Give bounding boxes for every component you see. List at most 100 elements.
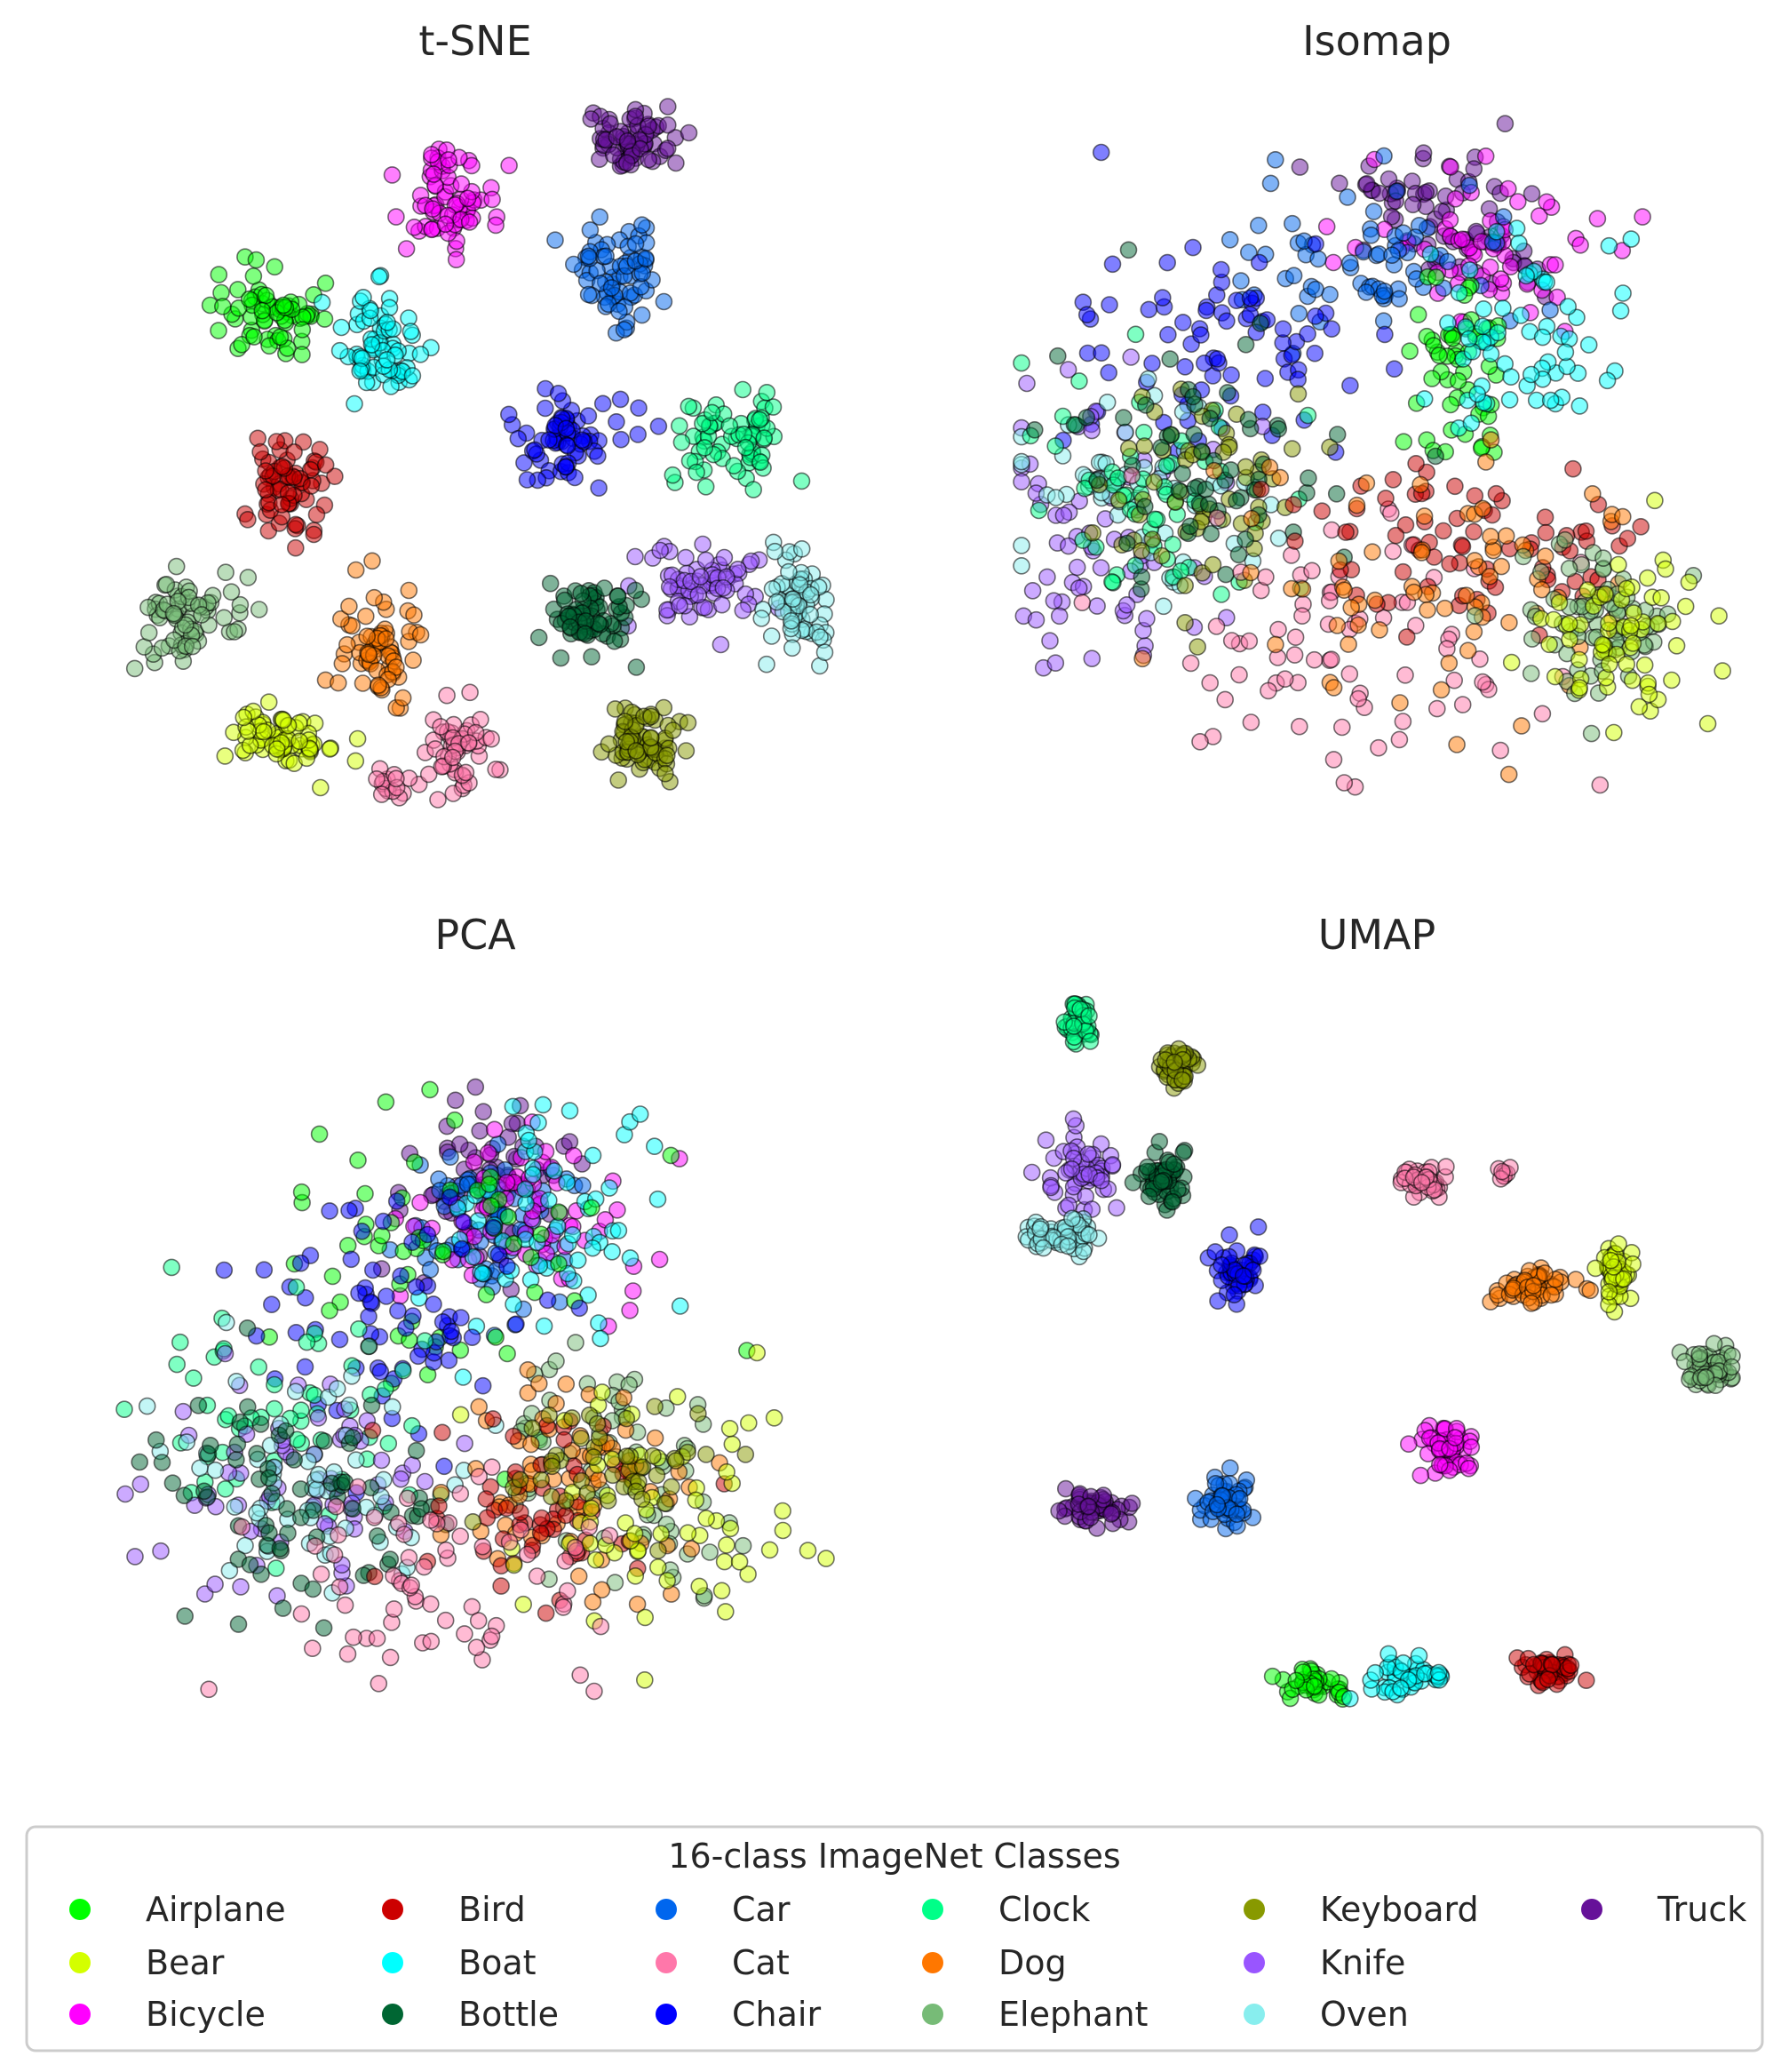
point-dog [394,689,412,707]
point-keyboard [664,721,682,739]
point-bicycle [458,189,477,208]
point-oven [1013,556,1030,575]
point-bottle [238,1319,257,1337]
point-airplane [550,1255,568,1273]
point-knife [734,602,752,619]
point-cat [1073,594,1092,612]
point-knife [456,1434,473,1453]
point-oven [1046,489,1065,506]
point-dog [519,1361,537,1379]
point-bottle [1252,315,1269,332]
point-car [1362,226,1380,244]
point-dog [358,627,377,646]
point-knife [1138,610,1156,628]
point-chair [1154,289,1172,307]
point-chair [630,399,648,418]
point-keyboard [532,1470,551,1489]
point-chair [1212,260,1230,279]
point-bear [1502,653,1521,672]
point-oven [752,610,771,627]
point-truck [618,131,637,150]
point-chair [590,479,608,498]
point-bear [582,1499,600,1518]
point-cat [312,1565,330,1583]
point-bottle [1427,447,1444,466]
point-bird [1577,522,1595,540]
point-bottle [271,1540,290,1558]
point-dog [1411,475,1429,494]
point-bird [555,1430,574,1449]
point-truck [1371,184,1388,203]
point-bottle [279,1524,297,1542]
point-airplane [247,251,266,269]
point-clock [736,438,755,457]
point-elephant [1697,1368,1715,1387]
point-boat [1395,1654,1412,1672]
point-bear [1646,491,1664,510]
point-boat [1439,314,1457,332]
point-keyboard [584,1448,603,1466]
point-car [1340,254,1359,272]
point-cat [415,1558,433,1576]
point-cat [330,1526,347,1544]
point-chair [1143,355,1161,372]
point-bear [1663,671,1681,689]
point-boat [1380,1645,1397,1663]
point-boat [382,378,400,395]
point-oven [346,1451,365,1469]
point-bicycle [411,1193,429,1212]
point-cat [1285,646,1304,664]
point-oven [1063,1209,1081,1228]
point-boat [558,1174,576,1191]
legend-label: Oven [1320,1995,1409,2034]
point-dog [1497,527,1515,546]
point-bicycle [1571,235,1589,254]
legend-label: Airplane [146,1890,286,1929]
point-cat [1293,607,1311,626]
point-clock [1164,535,1182,554]
point-dog [354,674,372,692]
point-boat [1598,371,1617,390]
legend-label: Bird [458,1890,526,1929]
point-elephant [1705,1335,1723,1353]
point-bear [1600,614,1618,633]
point-bottle [344,1429,362,1446]
point-car [632,216,651,234]
point-clock [1299,406,1317,425]
point-clock [376,1380,394,1399]
point-elephant [226,623,243,641]
point-cat [1222,632,1241,649]
point-cat [1491,741,1509,760]
point-bear [1649,614,1667,633]
point-chair [1192,326,1210,344]
point-car [1228,1505,1246,1523]
point-bird [1284,496,1302,514]
point-bird [273,496,291,514]
point-clock [1146,510,1165,529]
point-bottle [407,1441,425,1460]
point-airplane [434,1242,452,1261]
point-boat [1410,1646,1428,1665]
point-cat [1303,562,1321,580]
point-knife [1122,348,1140,366]
point-bird [1407,454,1425,473]
point-bird [532,1509,551,1527]
point-boat [1392,1679,1410,1697]
point-boat [1541,391,1560,410]
point-bear [1610,1235,1627,1253]
point-dog [521,1435,540,1454]
point-bottle [315,1432,333,1450]
point-chair [1307,235,1324,253]
point-boat [1533,328,1552,347]
point-dog [529,1375,548,1392]
point-oven [801,586,820,604]
point-bear [235,708,253,727]
point-bottle [1184,387,1202,406]
point-bear [636,1608,655,1627]
point-knife [1069,579,1088,597]
point-oven [766,542,784,561]
point-chair [362,1293,380,1311]
point-keyboard [606,700,624,718]
point-oven [218,1313,235,1332]
point-truck [474,1103,493,1120]
